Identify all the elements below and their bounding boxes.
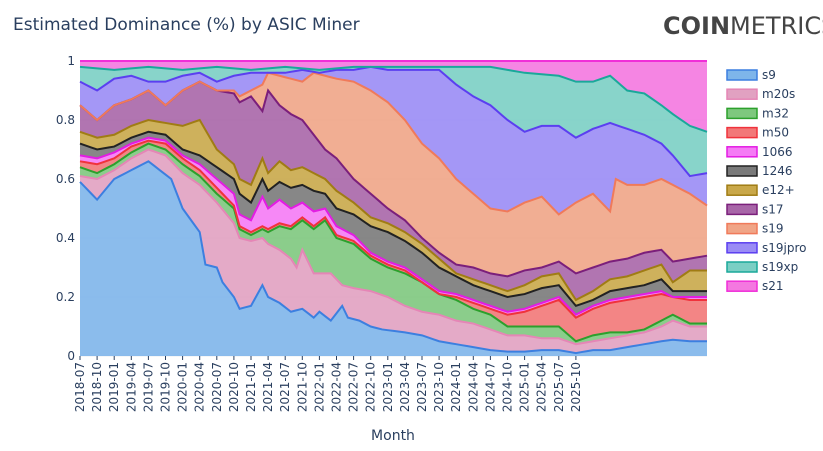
legend-label: s9 <box>762 68 776 82</box>
x-tick-label: 2019-07 <box>141 362 155 412</box>
x-tick-label: 2020-04 <box>193 362 207 412</box>
x-tick-label: 2023-04 <box>398 362 412 412</box>
legend-item-s19jpro[interactable]: s19jpro <box>726 241 806 255</box>
y-tick-label: 0.4 <box>56 231 75 245</box>
line-1066 <box>79 136 707 316</box>
line-s19xp <box>79 65 708 133</box>
legend-label: s19jpro <box>762 241 806 255</box>
x-tick-label: 2019-04 <box>124 362 138 412</box>
coinmetrics-logo: COINMETRICS <box>663 12 823 40</box>
x-tick-label: 2024-04 <box>466 362 480 412</box>
area-s19jpro <box>80 66 707 215</box>
legend-swatch <box>726 261 758 273</box>
legend-item-1246[interactable]: 1246 <box>726 164 793 178</box>
legend-swatch <box>726 107 758 120</box>
legend-label: e12+ <box>762 183 795 197</box>
y-tick-label: 0.8 <box>56 113 75 127</box>
x-tick-label: 2022-10 <box>364 362 378 412</box>
legend-item-e12+[interactable]: e12+ <box>726 183 795 197</box>
legend-swatch <box>726 88 758 100</box>
legend-label: m32 <box>762 106 789 120</box>
legend: s9 m20s m32 m50 1066 1246 e12+ s17 s19 s19jpro s19… <box>726 68 806 293</box>
legend-swatch <box>726 222 758 235</box>
x-tick-label: 2022-04 <box>330 362 344 412</box>
legend-item-m32[interactable]: m32 <box>726 106 789 120</box>
x-tick-label: 2024-01 <box>449 362 463 412</box>
legend-item-s9[interactable]: s9 <box>726 68 776 82</box>
line-s19jpro <box>79 65 708 178</box>
x-tick-label: 2021-10 <box>295 362 309 412</box>
x-tick-label: 2021-07 <box>278 362 292 412</box>
y-tick-label: 0.2 <box>56 290 75 304</box>
x-tick-label: 2025-01 <box>518 362 532 412</box>
legend-label: m50 <box>762 126 789 140</box>
x-tick-label: 2023-01 <box>381 362 395 412</box>
legend-swatch <box>726 280 758 292</box>
line-m20s <box>79 148 707 346</box>
area-s21 <box>80 61 707 132</box>
x-tick-label: 2019-01 <box>107 362 121 412</box>
line-e12+ <box>79 118 707 302</box>
chart-title: Estimated Dominance (%) by ASIC Miner <box>13 15 360 35</box>
logo-light-text: METRICS <box>730 12 823 40</box>
x-tick-label: 2019-10 <box>159 362 173 412</box>
area-s19xp <box>80 66 707 177</box>
y-tick-label: 0 <box>67 349 75 363</box>
legend-label: s17 <box>762 202 784 216</box>
legend-item-m50[interactable]: m50 <box>726 126 789 140</box>
legend-label: s19xp <box>762 260 798 274</box>
legend-swatch <box>726 165 758 177</box>
x-tick-label: 2025-07 <box>552 362 566 412</box>
x-tick-label: 2020-10 <box>227 362 241 412</box>
legend-item-s21[interactable]: s21 <box>726 279 784 293</box>
legend-label: 1066 <box>762 145 793 159</box>
legend-swatch <box>726 242 758 254</box>
legend-label: s19 <box>762 222 784 236</box>
legend-item-m20s[interactable]: m20s <box>726 87 795 101</box>
legend-label: m20s <box>762 87 795 101</box>
legend-swatch <box>726 146 758 158</box>
area-s19 <box>80 72 707 277</box>
logo-bold-text: COIN <box>663 12 730 40</box>
x-tick-label: 2022-07 <box>347 362 361 412</box>
x-tick-label: 2025-04 <box>535 362 549 412</box>
legend-swatch <box>726 69 758 81</box>
x-tick-label: 2024-07 <box>483 362 497 412</box>
x-tick-label: 2021-04 <box>261 362 275 412</box>
x-tick-label: 2025-10 <box>569 362 583 412</box>
y-tick-label: 0.6 <box>56 172 75 186</box>
x-tick-label: 2018-10 <box>90 362 104 412</box>
y-tick-label: 1 <box>67 54 75 68</box>
x-tick-label: 2022-01 <box>312 362 326 412</box>
area-s9 <box>80 161 707 356</box>
legend-item-s19[interactable]: s19 <box>726 222 784 236</box>
legend-swatch <box>726 184 758 196</box>
x-tick-label: 2023-10 <box>432 362 446 412</box>
x-tick-label: 2021-01 <box>244 362 258 412</box>
legend-label: 1246 <box>762 164 793 178</box>
legend-label: s21 <box>762 279 784 293</box>
x-tick-label: 2023-07 <box>415 362 429 412</box>
x-tick-label: 2020-07 <box>210 362 224 412</box>
x-tick-label: 2020-01 <box>176 362 190 412</box>
area-m50 <box>80 140 707 342</box>
legend-item-s19xp[interactable]: s19xp <box>726 260 798 274</box>
area-s17 <box>80 81 707 300</box>
line-m32 <box>79 142 707 343</box>
line-m50 <box>79 139 707 319</box>
legend-item-s17[interactable]: s17 <box>726 202 784 216</box>
x-axis-label: Month <box>371 428 415 444</box>
legend-swatch <box>726 126 758 139</box>
legend-item-1066[interactable]: 1066 <box>726 145 793 159</box>
line-s9 <box>79 160 707 355</box>
plot-area <box>79 60 708 357</box>
x-tick-label: 2018-07 <box>73 362 87 412</box>
line-s19 <box>79 71 708 216</box>
x-tick-label: 2024-10 <box>501 362 515 412</box>
legend-swatch <box>726 203 758 216</box>
line-1246 <box>79 130 707 308</box>
